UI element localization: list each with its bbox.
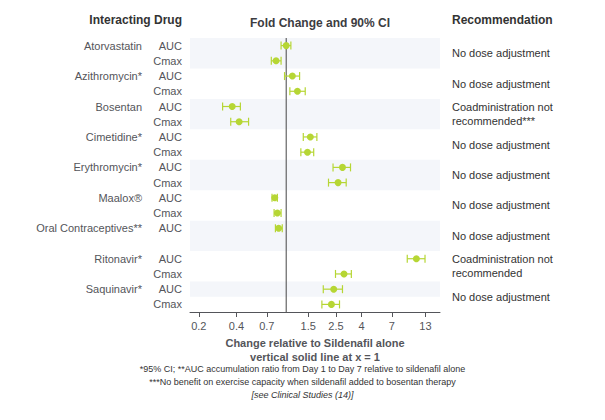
svg-text:13: 13 (419, 320, 431, 332)
svg-text:AUC: AUC (159, 222, 182, 234)
svg-text:Cimetidine*: Cimetidine* (86, 131, 143, 143)
svg-text:4: 4 (358, 320, 364, 332)
svg-text:recommended: recommended (452, 267, 522, 279)
svg-text:No dose adjustment: No dose adjustment (452, 230, 550, 242)
svg-text:2.5: 2.5 (328, 320, 343, 332)
svg-text:AUC: AUC (159, 70, 182, 82)
svg-text:0.4: 0.4 (229, 320, 244, 332)
svg-text:Maalox®: Maalox® (98, 192, 142, 204)
svg-text:Cmax: Cmax (153, 298, 182, 310)
svg-text:Oral Contraceptives**: Oral Contraceptives** (36, 222, 142, 234)
svg-text:0.2: 0.2 (191, 320, 206, 332)
svg-text:Change relative to Sildenafil: Change relative to Sildenafil alone (225, 337, 404, 349)
svg-text:Interacting Drug: Interacting Drug (89, 13, 182, 27)
svg-text:Azithromycin*: Azithromycin* (75, 70, 143, 82)
svg-text:1.5: 1.5 (301, 320, 316, 332)
svg-text:AUC: AUC (159, 101, 182, 113)
svg-text:No dose adjustment: No dose adjustment (452, 169, 550, 181)
svg-text:recommended***: recommended*** (452, 115, 536, 127)
svg-text:AUC: AUC (159, 40, 182, 52)
svg-text:AUC: AUC (159, 283, 182, 295)
svg-text:No dose adjustment: No dose adjustment (452, 47, 550, 59)
svg-text:Saquinavir*: Saquinavir* (86, 283, 143, 295)
svg-text:vertical solid line at x = 1: vertical solid line at x = 1 (250, 351, 380, 363)
svg-text:Cmax: Cmax (153, 85, 182, 97)
svg-text:Erythromycin*: Erythromycin* (74, 161, 143, 173)
svg-text:AUC: AUC (159, 253, 182, 265)
svg-text:*95% CI; **AUC accumulation ra: *95% CI; **AUC accumulation ratio from D… (140, 364, 466, 374)
svg-text:No dose adjustment: No dose adjustment (452, 78, 550, 90)
svg-text:Recommendation: Recommendation (452, 13, 553, 27)
svg-text:***No benefit on exercise capa: ***No benefit on exercise capacity when … (149, 377, 456, 387)
svg-text:Ritonavir*: Ritonavir* (94, 253, 142, 265)
svg-text:Fold Change and 90% CI: Fold Change and 90% CI (250, 16, 390, 30)
svg-text:No dose adjustment: No dose adjustment (452, 139, 550, 151)
svg-text:Cmax: Cmax (153, 116, 182, 128)
svg-text:7: 7 (389, 320, 395, 332)
svg-text:Coadministration not: Coadministration not (452, 101, 553, 113)
svg-text:0.7: 0.7 (259, 320, 274, 332)
svg-text:[see Clinical Studies (14)]: [see Clinical Studies (14)] (250, 390, 354, 400)
svg-text:AUC: AUC (159, 131, 182, 143)
svg-text:No dose adjustment: No dose adjustment (452, 199, 550, 211)
svg-text:AUC: AUC (159, 161, 182, 173)
svg-text:Cmax: Cmax (153, 207, 182, 219)
svg-text:Cmax: Cmax (153, 177, 182, 189)
svg-text:Cmax: Cmax (153, 146, 182, 158)
svg-text:Coadministration not: Coadministration not (452, 253, 553, 265)
svg-text:Cmax: Cmax (153, 268, 182, 280)
svg-text:Atorvastatin: Atorvastatin (84, 40, 142, 52)
svg-text:Cmax: Cmax (153, 55, 182, 67)
svg-text:No dose adjustment: No dose adjustment (452, 291, 550, 303)
svg-text:Bosentan: Bosentan (96, 101, 142, 113)
svg-text:AUC: AUC (159, 192, 182, 204)
